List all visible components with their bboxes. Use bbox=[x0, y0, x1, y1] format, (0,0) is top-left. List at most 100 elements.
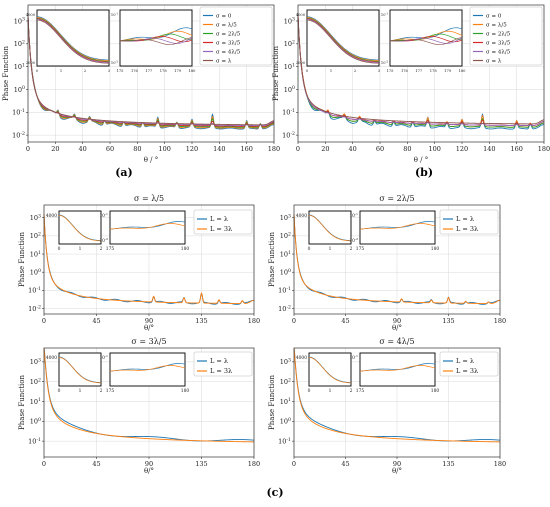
legend-label: L = λ bbox=[456, 215, 474, 223]
chart-b: 0 20 40 60 80 100 120 140 160 18010-210-110010110… bbox=[272, 4, 550, 164]
chart-title: σ = 4λ/5 bbox=[379, 337, 414, 346]
x-tick-label: 180 bbox=[494, 460, 506, 468]
inset-1: 175 180 10-1 10-2 bbox=[349, 210, 439, 252]
inset-x-tick-label: 176 bbox=[401, 69, 409, 73]
inset-0: 0 1 2 3 4000 2000 bbox=[26, 9, 111, 73]
legend: σ = 0 σ = λ/5 σ = 2λ/5 σ = 3λ/5 σ = 4λ/5 σ = … bbox=[469, 6, 543, 66]
y-tick-label: 103 bbox=[284, 17, 295, 26]
y-tick-label: 101 bbox=[284, 62, 295, 71]
inset-y-tick-label: 10-1 bbox=[99, 212, 108, 219]
x-axis-label: θ/° bbox=[392, 467, 402, 475]
inset-frame bbox=[308, 210, 352, 245]
y-tick-label: 101 bbox=[14, 62, 25, 71]
y-tick-label: 103 bbox=[30, 358, 41, 367]
x-tick-label: 0 bbox=[26, 145, 30, 153]
series-line-0 bbox=[293, 347, 501, 442]
inset-0: 0 1 2 4000 bbox=[296, 352, 353, 394]
legend-box bbox=[193, 351, 253, 377]
y-axis-label: Phase Function bbox=[268, 232, 276, 287]
inset-series-2 bbox=[306, 17, 380, 62]
inset-y-tick-label: 10-1 bbox=[381, 12, 388, 17]
inset-y-tick-label: 2000 bbox=[296, 61, 306, 65]
series-line-4 bbox=[297, 16, 545, 127]
x-tick-label: 0 bbox=[292, 460, 296, 468]
y-tick-label: 100 bbox=[30, 268, 41, 277]
x-tick-label: 80 bbox=[133, 145, 141, 153]
x-tick-label: 180 bbox=[248, 317, 260, 325]
y-tick-label: 101 bbox=[30, 397, 41, 406]
x-tick-label: 135 bbox=[195, 317, 207, 325]
inset-x-tick-label: 175 bbox=[117, 69, 125, 73]
inset-x-tick-label: 180 bbox=[431, 389, 440, 394]
inset-x-tick-label: 0 bbox=[36, 69, 39, 73]
x-tick-label: 135 bbox=[442, 317, 454, 325]
inset-x-tick-label: 179 bbox=[444, 69, 452, 73]
y-axis-label: Phase Function bbox=[272, 46, 280, 101]
inset-1: 175 180 10-1 bbox=[349, 352, 440, 394]
legend-label: σ = 2λ/5 bbox=[486, 32, 511, 38]
inset-x-tick-label: 2 bbox=[350, 389, 353, 394]
legend-label: L = λ bbox=[210, 357, 228, 365]
inset-frame bbox=[58, 352, 102, 387]
x-tick-label: 120 bbox=[186, 145, 198, 153]
inset-series-2 bbox=[36, 17, 110, 62]
x-tick-label: 60 bbox=[376, 145, 384, 153]
legend-label: σ = 0 bbox=[486, 14, 502, 20]
inset-series-2 bbox=[119, 33, 193, 42]
x-tick-label: 40 bbox=[79, 145, 87, 153]
legend-box bbox=[199, 6, 273, 66]
inset-series-1 bbox=[58, 357, 102, 384]
x-tick-label: 45 bbox=[341, 317, 349, 325]
legend-label: σ = 4λ/5 bbox=[216, 50, 241, 56]
inset-x-tick-label: 175 bbox=[356, 389, 365, 394]
legend-label: σ = 0 bbox=[216, 14, 232, 20]
inset-x-tick-label: 1 bbox=[329, 389, 332, 394]
legend-label: L = 3λ bbox=[456, 367, 478, 375]
inset-x-tick-label: 2 bbox=[100, 389, 103, 394]
inset-x-tick-label: 1 bbox=[329, 247, 332, 252]
chart-c2: 0 45 90 135 18010-210-1100101102103θ/°Phase … bbox=[268, 194, 506, 332]
series-line-0 bbox=[297, 16, 545, 130]
panel-label-a: (a) bbox=[115, 166, 133, 179]
series-line-1 bbox=[43, 214, 255, 304]
legend-label: σ = λ/5 bbox=[486, 23, 507, 29]
inset-series-0 bbox=[119, 27, 193, 42]
legend-box bbox=[469, 6, 543, 66]
y-tick-label: 103 bbox=[280, 213, 291, 222]
inset-y-tick-label: 10-1 bbox=[349, 354, 358, 361]
legend: L = λ L = 3λ bbox=[439, 351, 499, 377]
y-tick-label: 103 bbox=[280, 358, 291, 367]
x-axis-label: θ / ° bbox=[414, 156, 429, 164]
inset-series-0 bbox=[306, 16, 380, 61]
inset-y-tick-label: 10-2 bbox=[111, 60, 118, 65]
x-tick-label: 90 bbox=[145, 317, 153, 325]
y-tick-label: 100 bbox=[30, 417, 41, 426]
inset-x-tick-label: 179 bbox=[174, 69, 182, 73]
x-tick-label: 0 bbox=[42, 317, 46, 325]
legend-label: σ = λ bbox=[216, 59, 232, 65]
x-tick-label: 100 bbox=[158, 145, 170, 153]
inset-frame bbox=[58, 210, 102, 245]
y-axis-label: Phase Function bbox=[18, 375, 26, 430]
x-tick-label: 90 bbox=[393, 460, 401, 468]
inset-y-tick-label: 4000 bbox=[296, 214, 307, 219]
x-tick-label: 135 bbox=[442, 460, 454, 468]
inset-x-tick-label: 178 bbox=[430, 69, 438, 73]
x-axis-label: θ/° bbox=[392, 324, 402, 332]
inset-x-tick-label: 175 bbox=[106, 247, 115, 252]
x-tick-label: 60 bbox=[106, 145, 114, 153]
panel-label-c: (c) bbox=[266, 486, 283, 499]
inset-0: 0 1 2 4000 bbox=[46, 210, 103, 252]
inset-frame bbox=[308, 352, 352, 387]
inset-x-tick-label: 180 bbox=[181, 247, 190, 252]
legend: L = λ L = 3λ bbox=[193, 209, 253, 235]
inset-series-0 bbox=[389, 27, 463, 42]
y-tick-label: 10-1 bbox=[28, 437, 41, 446]
x-tick-label: 180 bbox=[538, 145, 550, 153]
y-tick-label: 100 bbox=[14, 85, 25, 94]
inset-series-1 bbox=[306, 17, 380, 62]
y-axis-label: Phase Function bbox=[268, 375, 276, 430]
inset-0: 0 1 2 4000 bbox=[46, 352, 103, 394]
